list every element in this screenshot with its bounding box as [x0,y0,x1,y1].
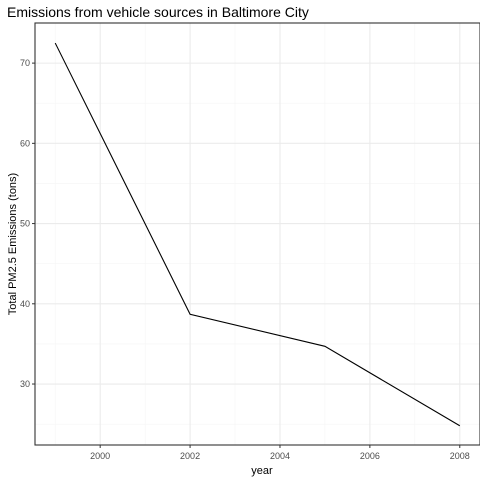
x-tick-label: 2000 [90,451,110,461]
panel-border [34,22,480,446]
x-axis-title: year [251,465,273,477]
x-tick-label: 2006 [360,451,380,461]
y-tick-label: 30 [20,379,30,389]
emissions-line [54,42,461,427]
y-tick-label: 40 [20,299,30,309]
y-tick-label: 50 [20,219,30,229]
y-axis-title: Total PM2.5 Emissions (tons) [7,173,19,315]
x-tick-label: 2004 [270,451,290,461]
y-axis-ticks: 30 40 50 60 70 [20,58,35,389]
minor-gridlines [35,22,480,445]
x-axis-ticks: 2000 2002 2004 2006 2008 [90,445,470,461]
y-tick-label: 60 [20,138,30,148]
chart-title: Emissions from vehicle sources in Baltim… [7,4,309,20]
major-gridlines [35,23,480,445]
data-series [54,42,461,427]
y-tick-label: 70 [20,58,30,68]
x-tick-label: 2002 [180,451,200,461]
x-tick-label: 2008 [450,451,470,461]
